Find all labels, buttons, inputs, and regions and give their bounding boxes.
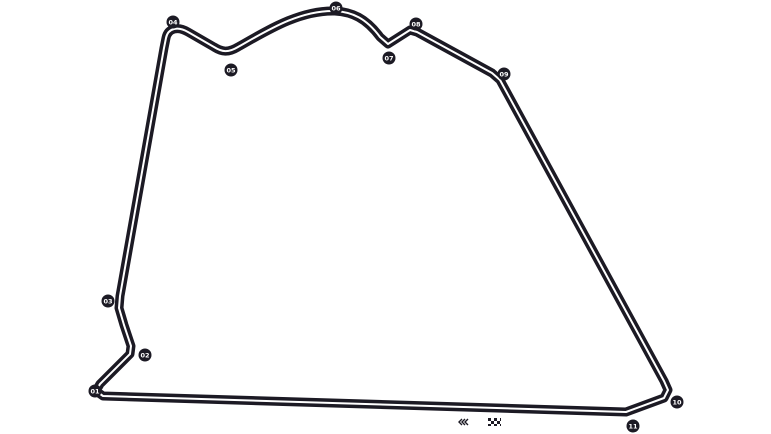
checkered-flag-icon bbox=[488, 418, 501, 426]
turn-marker-11[interactable]: 11 bbox=[626, 419, 640, 433]
turn-label-03: 03 bbox=[103, 297, 112, 305]
turn-marker-01[interactable]: 01 bbox=[88, 384, 102, 398]
turn-label-01: 01 bbox=[90, 387, 100, 395]
turn-marker-09[interactable]: 09 bbox=[497, 67, 511, 81]
turn-marker-04[interactable]: 04 bbox=[166, 15, 180, 29]
turn-marker-05[interactable]: 05 bbox=[224, 63, 238, 77]
turn-label-07: 07 bbox=[384, 54, 393, 62]
turn-marker-03[interactable]: 03 bbox=[101, 294, 115, 308]
turn-marker-06[interactable]: 06 bbox=[329, 1, 343, 15]
direction-chevrons-icon bbox=[458, 418, 469, 426]
turn-label-06: 06 bbox=[331, 4, 341, 12]
turn-label-09: 09 bbox=[499, 70, 509, 78]
turn-label-05: 05 bbox=[226, 66, 236, 74]
turn-label-10: 10 bbox=[672, 398, 682, 406]
track-outline bbox=[91, 6, 673, 417]
turn-marker-07[interactable]: 07 bbox=[382, 51, 396, 65]
turn-marker-08[interactable]: 08 bbox=[409, 17, 423, 31]
turn-label-08: 08 bbox=[411, 20, 421, 28]
turn-label-11: 11 bbox=[628, 422, 638, 430]
turn-marker-10[interactable]: 10 bbox=[670, 395, 684, 409]
turn-label-02: 02 bbox=[140, 351, 149, 359]
turn-label-04: 04 bbox=[168, 18, 178, 26]
turn-marker-02[interactable]: 02 bbox=[138, 348, 152, 362]
track-center-line bbox=[95, 9, 669, 413]
